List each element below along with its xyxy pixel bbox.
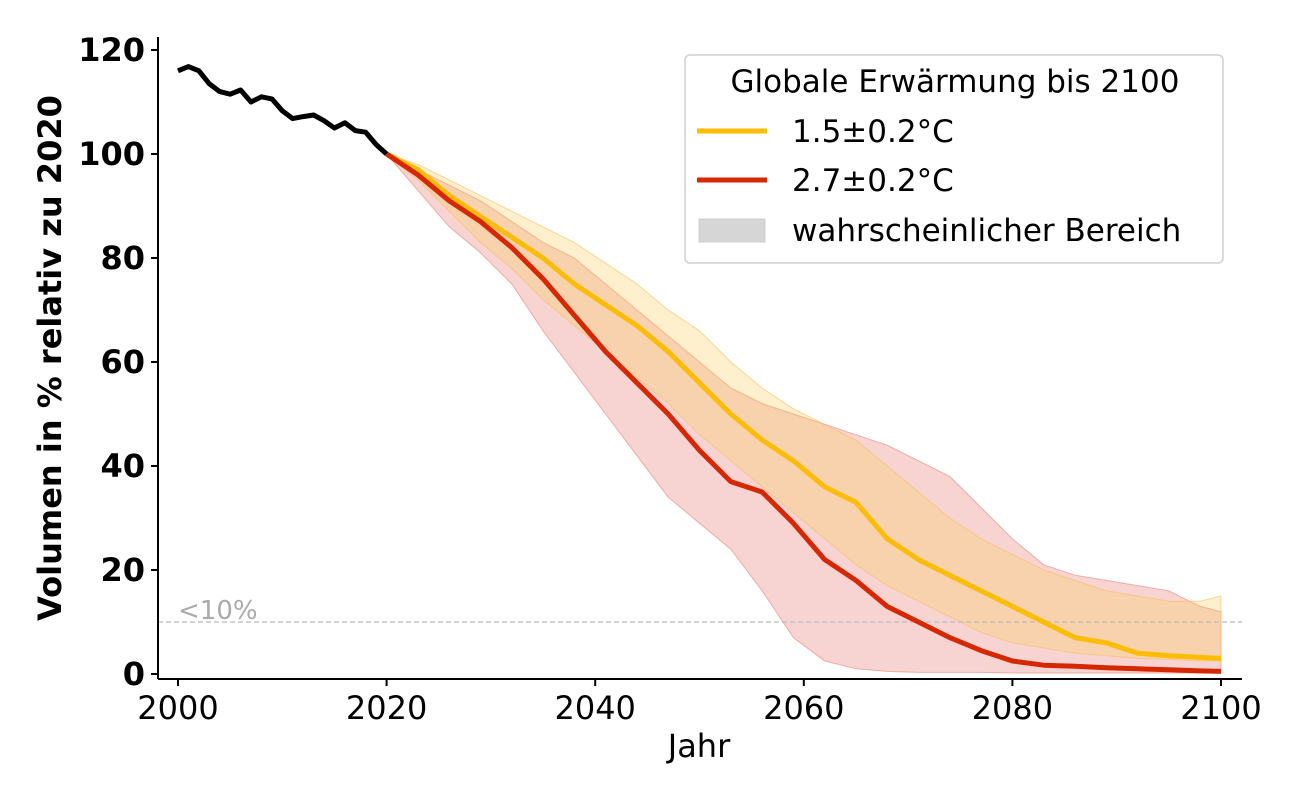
series-line-1-5c	[385, 151, 1222, 661]
y-tick-label: 20	[100, 551, 145, 589]
legend-swatch-likely-range	[698, 218, 766, 243]
legend-title: Globale Erwärmung bis 2100	[731, 64, 1180, 100]
threshold-annotation: <10%	[178, 596, 258, 626]
y-tick-label: 0	[123, 655, 145, 693]
uncertainty-bands	[386, 153, 1222, 674]
legend-label-1-5c: 1.5±0.2°C	[792, 114, 954, 150]
y-tick-label: 100	[78, 135, 145, 173]
series-lines	[177, 64, 1222, 674]
y-tick-label: 40	[100, 447, 145, 485]
x-axis-label: Jahr	[666, 727, 731, 765]
x-ticks: 2000 2020 2040 2060 2080 2100	[137, 679, 1262, 727]
y-tick-label: 80	[100, 239, 145, 277]
likely-range-band-1-5c	[386, 153, 1222, 662]
y-tick-label: 60	[100, 343, 145, 381]
legend-label-likely-range: wahrscheinlicher Bereich	[792, 213, 1181, 249]
y-axis-label: Volumen in % relativ zu 2020	[31, 95, 69, 621]
legend: Globale Erwärmung bis 2100 1.5±0.2°C 2.7…	[684, 54, 1224, 264]
y-ticks: 0 20 40 60 80 100 120	[78, 31, 158, 693]
x-tick-label: 2000	[137, 689, 218, 727]
x-tick-label: 2100	[1180, 689, 1261, 727]
y-tick-label: 120	[78, 31, 145, 69]
legend-frame	[684, 54, 1224, 264]
series-line-historical	[177, 64, 389, 156]
x-tick-label: 2020	[346, 689, 427, 727]
x-tick-label: 2060	[763, 689, 844, 727]
series-line-2-7c	[385, 151, 1222, 674]
x-tick-label: 2080	[972, 689, 1053, 727]
x-tick-label: 2040	[554, 689, 635, 727]
legend-label-2-7c: 2.7±0.2°C	[792, 163, 954, 199]
